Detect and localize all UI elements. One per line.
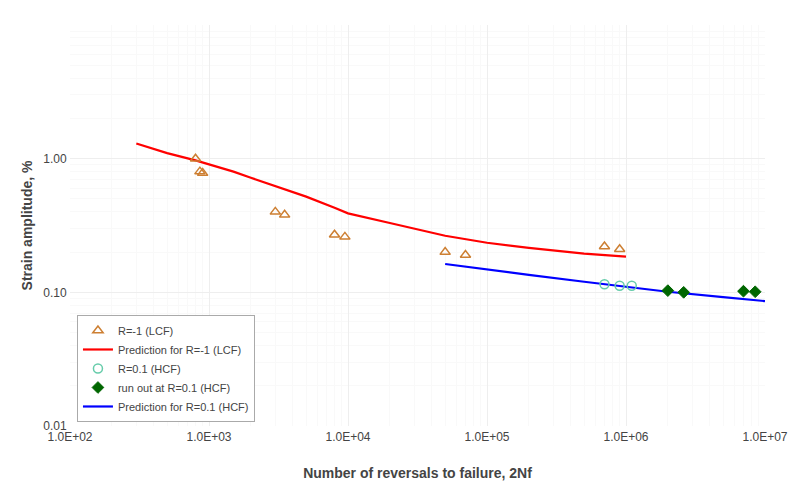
svg-text:1.0E+05: 1.0E+05: [464, 430, 509, 444]
svg-text:Prediction for R=0.1 (HCF): Prediction for R=0.1 (HCF): [118, 401, 249, 413]
svg-text:1.00: 1.00: [43, 152, 67, 166]
svg-text:run out at R=0.1 (HCF): run out at R=0.1 (HCF): [118, 382, 230, 394]
svg-text:1.0E+07: 1.0E+07: [742, 430, 787, 444]
svg-text:1.0E+03: 1.0E+03: [186, 430, 231, 444]
svg-text:1.0E+02: 1.0E+02: [47, 430, 92, 444]
svg-text:1.0E+04: 1.0E+04: [325, 430, 370, 444]
svg-text:R=0.1 (HCF): R=0.1 (HCF): [118, 363, 181, 375]
svg-text:0.01: 0.01: [43, 419, 67, 433]
svg-text:R=-1 (LCF): R=-1 (LCF): [118, 325, 173, 337]
svg-text:0.10: 0.10: [43, 286, 67, 300]
svg-text:Prediction for R=-1 (LCF): Prediction for R=-1 (LCF): [118, 344, 241, 356]
svg-text:1.0E+06: 1.0E+06: [603, 430, 648, 444]
svg-text:Strain amplitude, %: Strain amplitude, %: [19, 160, 35, 290]
svg-text:Number of reversals to failure: Number of reversals to failure, 2Nf: [303, 465, 532, 481]
